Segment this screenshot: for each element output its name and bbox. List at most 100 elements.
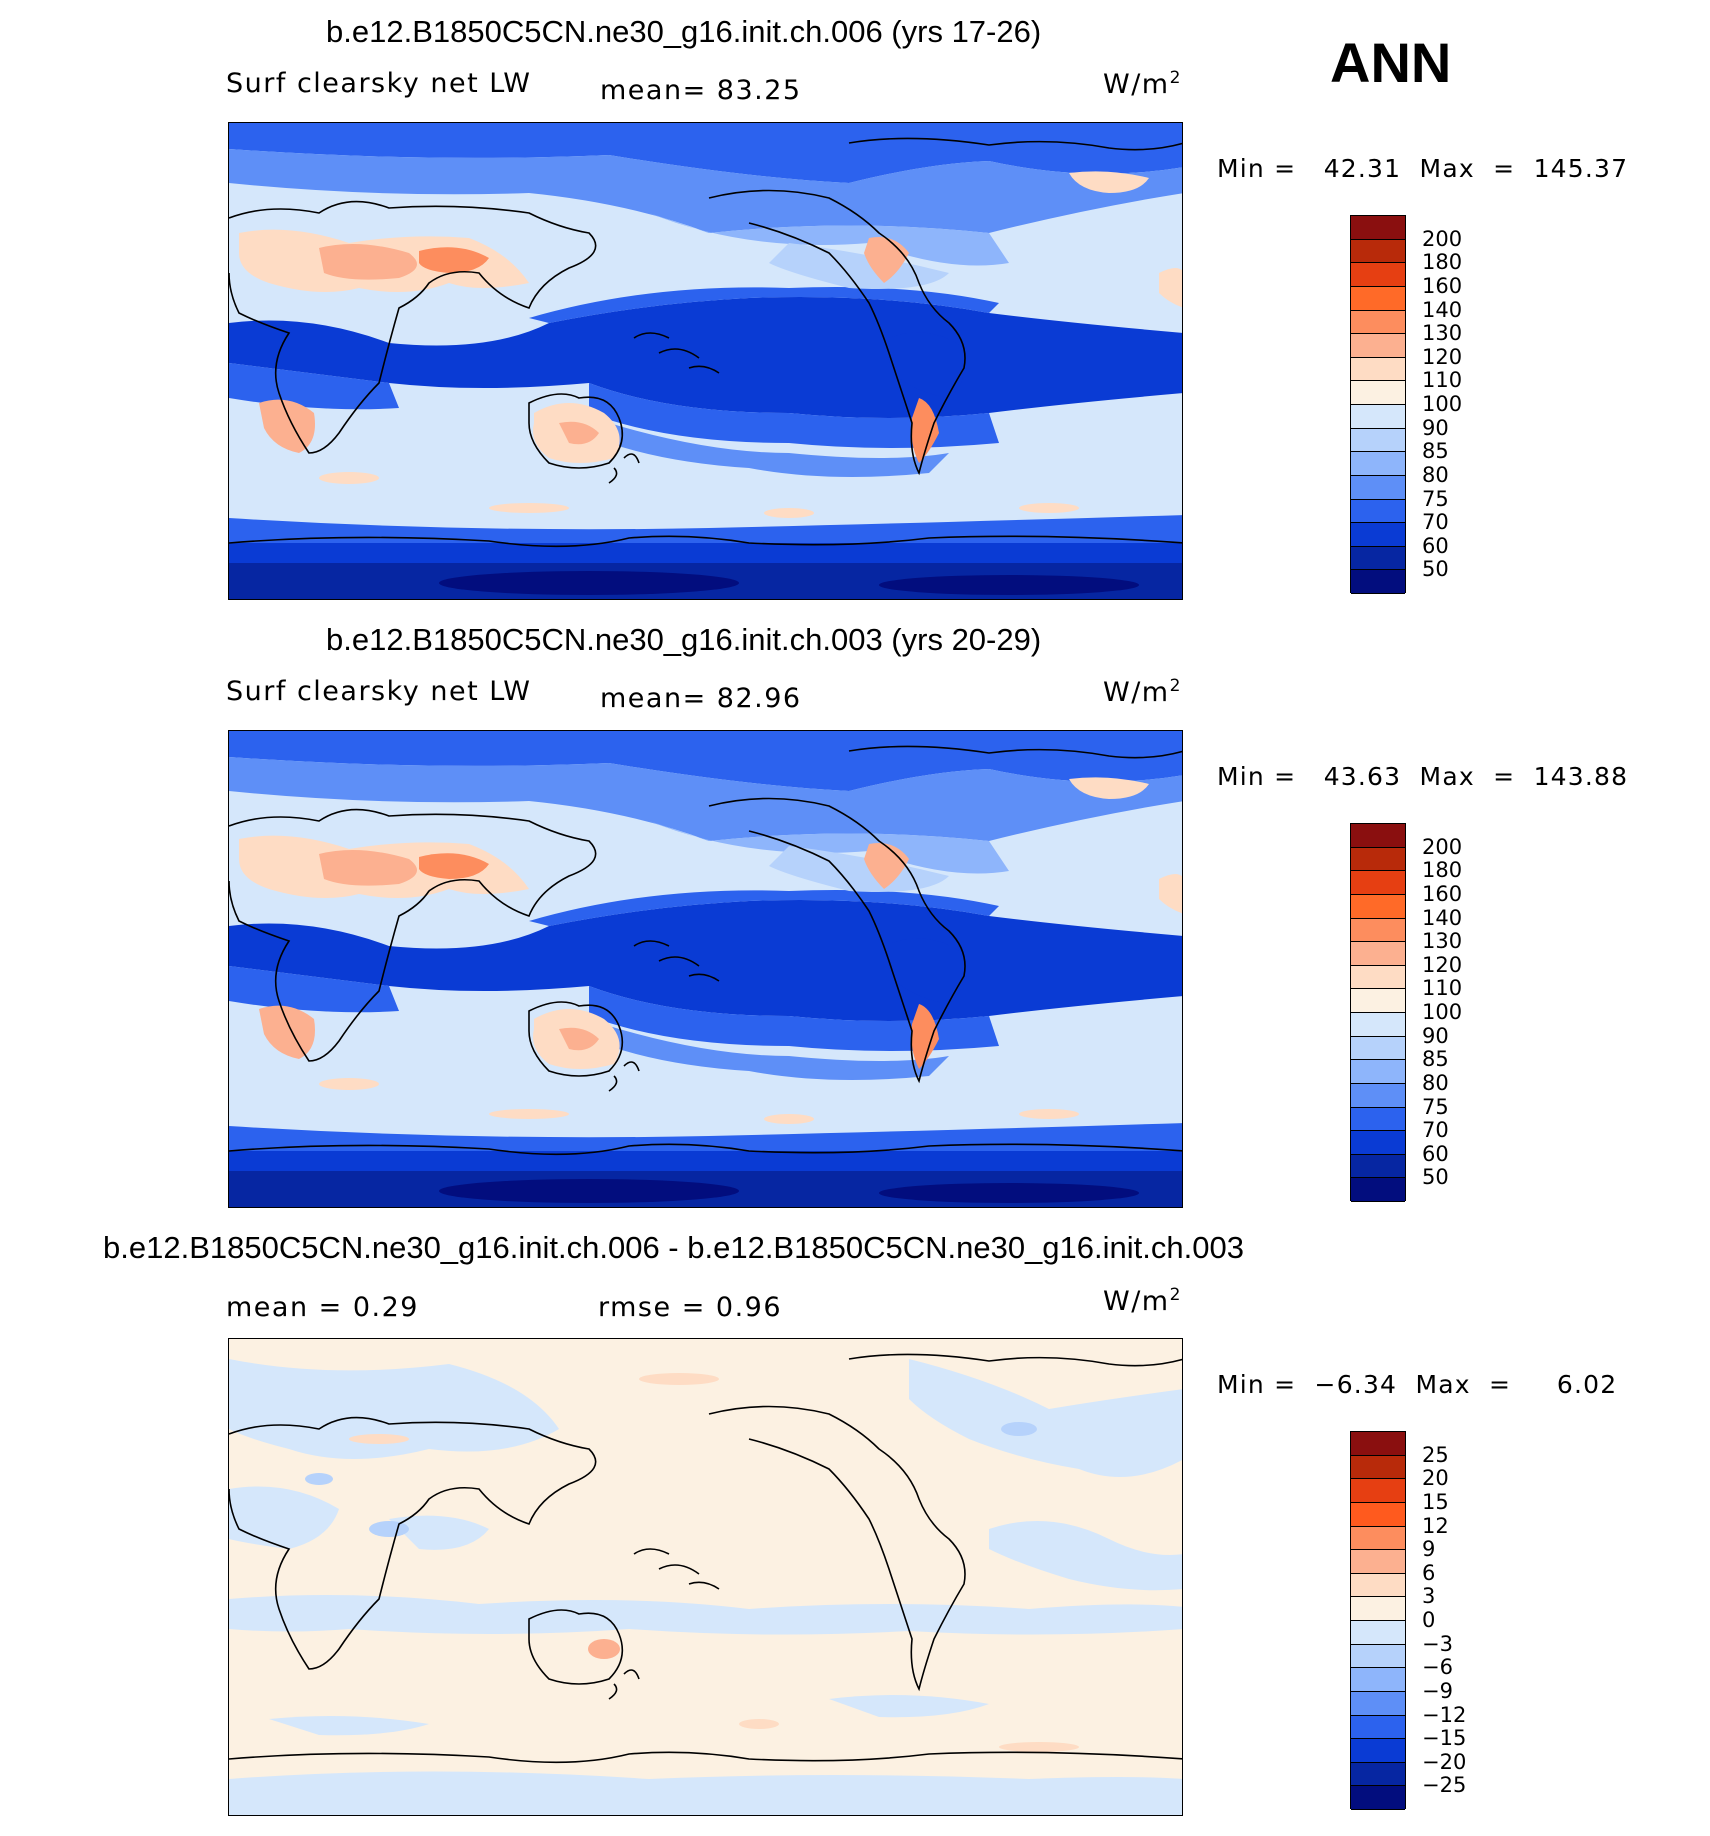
colorbar-swatch xyxy=(1351,918,1405,943)
colorbar-swatch xyxy=(1351,1526,1405,1551)
panel-2-mean-label: mean= 82.96 xyxy=(600,683,802,714)
colorbar-swatch xyxy=(1351,405,1405,429)
panel-2-units: W/m2 xyxy=(1103,676,1182,708)
colorbar-swatch xyxy=(1351,1762,1405,1787)
colorbar-tick-label: 70 xyxy=(1422,1118,1449,1143)
colorbar-swatch xyxy=(1351,1621,1405,1645)
colorbar-swatch xyxy=(1351,847,1405,872)
colorbar-tick-label: 50 xyxy=(1422,1165,1449,1190)
colorbar-tick-label: −12 xyxy=(1422,1702,1467,1727)
colorbar-swatch xyxy=(1351,989,1405,1013)
colorbar-tick-label: 180 xyxy=(1422,858,1463,883)
colorbar-swatch xyxy=(1351,475,1405,500)
colorbar-swatch xyxy=(1351,1060,1405,1084)
colorbar-swatch xyxy=(1351,1668,1405,1692)
panel-2-colorbar-swatches xyxy=(1350,823,1406,1202)
colorbar-swatch xyxy=(1351,1479,1405,1503)
colorbar-swatch xyxy=(1351,570,1405,594)
colorbar-swatch xyxy=(1351,1083,1405,1108)
colorbar-swatch xyxy=(1351,942,1405,966)
colorbar-tick-label: 6 xyxy=(1422,1560,1436,1585)
colorbar-tick-label: 180 xyxy=(1422,250,1463,275)
colorbar-tick-label: −3 xyxy=(1422,1631,1453,1656)
panel-2-minmax: Min = 43.63 Max = 143.88 xyxy=(1217,762,1629,791)
panel-2-contour-field xyxy=(229,731,1182,1207)
colorbar-tick-label: 85 xyxy=(1422,1047,1449,1072)
colorbar-swatch xyxy=(1351,871,1405,895)
colorbar-tick-label: −9 xyxy=(1422,1678,1453,1703)
panel-1-units: W/m2 xyxy=(1103,68,1182,100)
panel-1-title: b.e12.B1850C5CN.ne30_g16.init.ch.006 (yr… xyxy=(326,14,1042,49)
colorbar-swatch xyxy=(1351,452,1405,476)
colorbar-tick-label: 90 xyxy=(1422,415,1449,440)
colorbar-tick-label: 80 xyxy=(1422,1070,1449,1095)
colorbar-tick-label: 20 xyxy=(1422,1466,1449,1491)
colorbar-swatch xyxy=(1351,1107,1405,1132)
colorbar-tick-label: 200 xyxy=(1422,834,1463,859)
colorbar-tick-label: 130 xyxy=(1422,321,1463,346)
colorbar-tick-label: 3 xyxy=(1422,1584,1436,1609)
colorbar-swatch xyxy=(1351,1502,1405,1527)
colorbar-swatch xyxy=(1351,428,1405,453)
colorbar-tick-label: −20 xyxy=(1422,1749,1467,1774)
panel-3-mean-label: mean = 0.29 xyxy=(226,1292,419,1323)
colorbar-swatch xyxy=(1351,1644,1405,1669)
panel-3-contour-field xyxy=(229,1339,1182,1815)
colorbar-swatch xyxy=(1351,1036,1405,1061)
colorbar-swatch xyxy=(1351,239,1405,264)
colorbar-tick-label: 110 xyxy=(1422,368,1463,393)
colorbar-swatch xyxy=(1351,1432,1405,1456)
panel-1-minmax: Min = 42.31 Max = 145.37 xyxy=(1217,154,1629,183)
panel-1-contour-field xyxy=(229,123,1182,599)
colorbar-swatch xyxy=(1351,965,1405,990)
colorbar-swatch xyxy=(1351,310,1405,335)
colorbar-swatch xyxy=(1351,1691,1405,1716)
colorbar-tick-label: 100 xyxy=(1422,1000,1463,1024)
colorbar-tick-label: 9 xyxy=(1422,1537,1436,1562)
panel-3-title: b.e12.B1850C5CN.ne30_g16.init.ch.006 - b… xyxy=(103,1230,1244,1265)
panel-3-map xyxy=(228,1338,1183,1816)
colorbar-swatch xyxy=(1351,546,1405,571)
colorbar-tick-label: 75 xyxy=(1422,1094,1449,1119)
colorbar-swatch xyxy=(1351,263,1405,287)
colorbar-tick-label: 120 xyxy=(1422,952,1463,977)
colorbar-tick-label: 140 xyxy=(1422,905,1463,930)
colorbar-swatch xyxy=(1351,216,1405,240)
panel-3-minmax: Min = −6.34 Max = 6.02 xyxy=(1217,1370,1618,1399)
colorbar-swatch xyxy=(1351,824,1405,848)
colorbar-tick-label: 160 xyxy=(1422,273,1463,298)
colorbar-tick-label: 12 xyxy=(1422,1513,1449,1538)
colorbar-swatch xyxy=(1351,1178,1405,1202)
colorbar-tick-label: 70 xyxy=(1422,510,1449,535)
colorbar-tick-label: −15 xyxy=(1422,1726,1467,1751)
colorbar-swatch xyxy=(1351,1739,1405,1763)
colorbar-tick-label: −25 xyxy=(1422,1773,1467,1798)
colorbar-swatch xyxy=(1351,1455,1405,1480)
colorbar-swatch xyxy=(1351,499,1405,524)
colorbar-tick-label: 15 xyxy=(1422,1489,1449,1514)
colorbar-tick-label: 80 xyxy=(1422,462,1449,487)
colorbar-swatch xyxy=(1351,381,1405,405)
panel-3-rmse-label: rmse = 0.96 xyxy=(598,1292,783,1323)
colorbar-tick-label: 200 xyxy=(1422,226,1463,251)
panel-1-mean-label: mean= 83.25 xyxy=(600,75,802,106)
colorbar-tick-label: 110 xyxy=(1422,976,1463,1001)
colorbar-swatch xyxy=(1351,286,1405,311)
colorbar-swatch xyxy=(1351,523,1405,547)
colorbar-swatch xyxy=(1351,1597,1405,1621)
colorbar-swatch xyxy=(1351,894,1405,919)
colorbar-swatch xyxy=(1351,1573,1405,1598)
colorbar-swatch xyxy=(1351,1013,1405,1037)
colorbar-tick-label: 130 xyxy=(1422,929,1463,954)
panel-3-colorbar-swatches xyxy=(1350,1431,1406,1810)
colorbar-tick-label: 50 xyxy=(1422,557,1449,582)
colorbar-tick-label: 90 xyxy=(1422,1023,1449,1048)
colorbar-swatch xyxy=(1351,357,1405,382)
panel-1-map xyxy=(228,122,1183,600)
panel-2-title: b.e12.B1850C5CN.ne30_g16.init.ch.003 (yr… xyxy=(326,622,1042,657)
colorbar-tick-label: 60 xyxy=(1422,1141,1449,1166)
colorbar-tick-label: 75 xyxy=(1422,486,1449,511)
colorbar-tick-label: 140 xyxy=(1422,297,1463,322)
colorbar-swatch xyxy=(1351,1786,1405,1810)
colorbar-tick-label: 0 xyxy=(1422,1608,1436,1632)
